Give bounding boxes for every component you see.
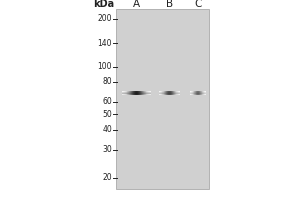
Bar bbox=[179, 91, 180, 95]
Text: 50: 50 bbox=[102, 110, 112, 119]
Bar bbox=[164, 91, 165, 95]
Bar bbox=[133, 91, 134, 95]
Bar bbox=[168, 91, 169, 95]
Bar bbox=[116, 9, 208, 189]
Bar bbox=[141, 91, 142, 95]
Bar bbox=[148, 91, 149, 95]
Bar bbox=[169, 91, 170, 95]
Text: C: C bbox=[194, 0, 202, 9]
Text: 80: 80 bbox=[102, 77, 112, 86]
Bar bbox=[124, 91, 125, 95]
Text: 20: 20 bbox=[102, 173, 112, 182]
Bar bbox=[165, 91, 166, 95]
Text: 60: 60 bbox=[102, 97, 112, 106]
Bar bbox=[173, 91, 174, 95]
Bar bbox=[147, 91, 148, 95]
Bar bbox=[129, 91, 130, 95]
Bar bbox=[142, 91, 143, 95]
Text: A: A bbox=[133, 0, 140, 9]
Bar bbox=[125, 91, 126, 95]
Bar bbox=[161, 91, 162, 95]
Bar bbox=[150, 91, 151, 95]
Bar bbox=[140, 91, 141, 95]
Bar bbox=[130, 91, 131, 95]
Bar bbox=[159, 91, 160, 95]
Text: 100: 100 bbox=[98, 62, 112, 71]
Text: 40: 40 bbox=[102, 125, 112, 134]
Bar bbox=[139, 91, 140, 95]
Bar bbox=[136, 91, 137, 95]
Text: 30: 30 bbox=[102, 145, 112, 154]
Bar bbox=[175, 91, 176, 95]
Bar bbox=[132, 91, 133, 95]
Bar bbox=[171, 91, 172, 95]
Text: kDa: kDa bbox=[93, 0, 114, 9]
Bar bbox=[177, 91, 178, 95]
Bar bbox=[131, 91, 132, 95]
Bar bbox=[167, 91, 168, 95]
Bar bbox=[170, 91, 171, 95]
Text: 140: 140 bbox=[98, 39, 112, 48]
Bar bbox=[174, 91, 175, 95]
Bar bbox=[166, 91, 167, 95]
Bar bbox=[178, 91, 179, 95]
Bar bbox=[123, 91, 124, 95]
Bar bbox=[128, 91, 129, 95]
Bar bbox=[122, 91, 123, 95]
Bar bbox=[163, 91, 164, 95]
Bar bbox=[162, 91, 163, 95]
Bar bbox=[172, 91, 173, 95]
Bar bbox=[137, 91, 138, 95]
Bar bbox=[143, 91, 144, 95]
Bar bbox=[169, 91, 170, 95]
Text: B: B bbox=[166, 0, 173, 9]
Bar bbox=[138, 91, 139, 95]
Bar bbox=[176, 91, 177, 95]
Bar bbox=[145, 91, 146, 95]
Bar bbox=[134, 91, 135, 95]
Bar bbox=[126, 91, 127, 95]
Bar bbox=[135, 91, 136, 95]
Text: 200: 200 bbox=[98, 14, 112, 23]
Bar bbox=[146, 91, 147, 95]
Bar bbox=[160, 91, 161, 95]
Bar bbox=[149, 91, 150, 95]
Bar bbox=[144, 91, 145, 95]
